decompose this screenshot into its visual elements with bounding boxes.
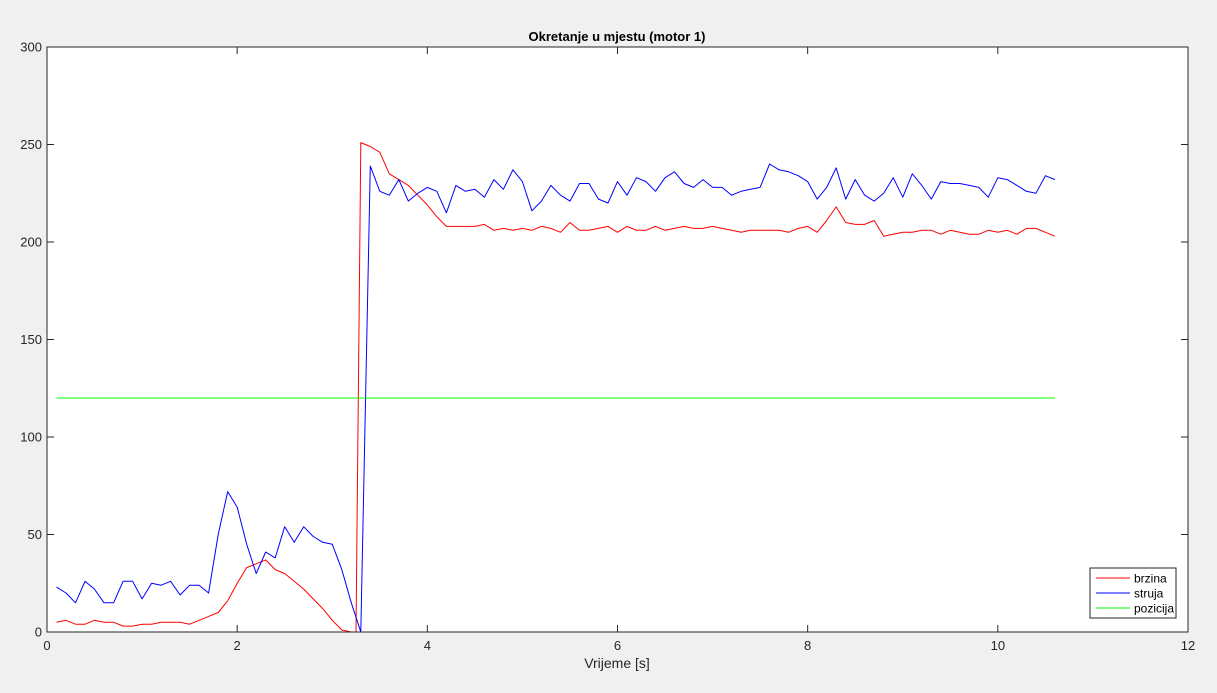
x-tick-label: 12	[1181, 638, 1195, 653]
x-tick-label: 2	[234, 638, 241, 653]
y-tick-label: 0	[35, 625, 42, 640]
plot-area	[47, 47, 1188, 632]
series-line-brzina	[56, 142, 1056, 633]
x-tick-label: 4	[424, 638, 431, 653]
y-tick-label: 250	[20, 137, 42, 152]
x-tick-label: 8	[804, 638, 811, 653]
x-axis-label: Vrijeme [s]	[584, 655, 650, 671]
legend-label-struja: struja	[1134, 587, 1164, 601]
ticks-layer: 0 2 4 6 8 10 12 0 50 100 150 200 250 300	[20, 40, 1195, 654]
series-line-struja	[56, 163, 1056, 633]
series-layer	[56, 142, 1056, 633]
x-tick-label: 0	[43, 638, 50, 653]
y-tick-label: 100	[20, 430, 42, 445]
y-tick-label: 50	[28, 527, 42, 542]
chart-title: Okretanje u mjestu (motor 1)	[529, 29, 706, 44]
legend-label-brzina: brzina	[1134, 572, 1167, 586]
y-tick-label: 200	[20, 235, 42, 250]
x-tick-label: 10	[991, 638, 1005, 653]
y-tick-label: 300	[20, 40, 42, 55]
x-tick-label: 6	[614, 638, 621, 653]
legend-label-pozicija: pozicija	[1134, 602, 1174, 616]
y-tick-label: 150	[20, 332, 42, 347]
